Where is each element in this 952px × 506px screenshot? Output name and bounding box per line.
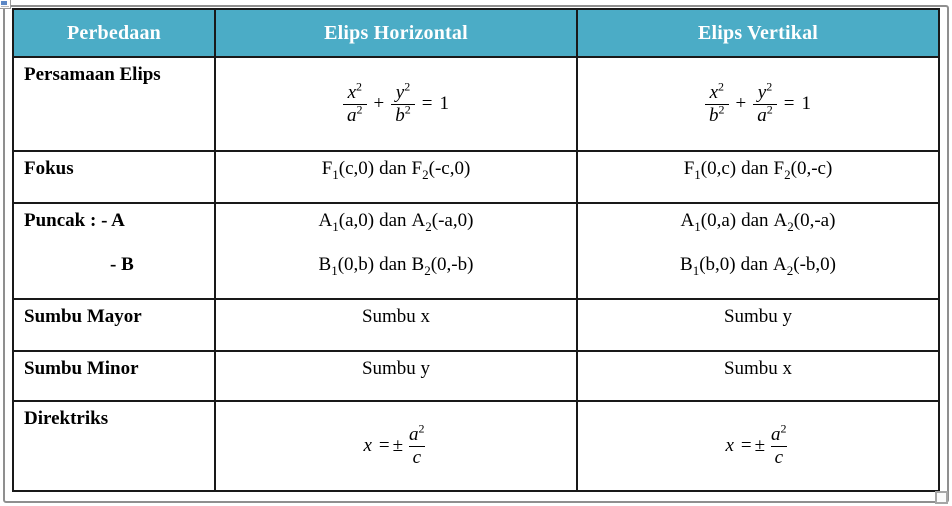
vertex-a-horizontal: A1(a,0) dan A2(-a,0) [318,210,474,234]
icon-blue-fragment [1,1,7,5]
table-row: Persamaan Elips x2 a2 + y2 b2 = 1 x2 [12,56,940,152]
header-elips-vertikal: Elips Vertikal [576,8,940,58]
cell-sumbu-minor-horizontal: Sumbu y [214,350,578,402]
cell-persamaan-horizontal: x2 a2 + y2 b2 = 1 [214,56,578,152]
fraction: y2 a2 [753,80,777,127]
cell-puncak-vertikal: A1(0,a) dan A2(0,-a) B1(b,0) dan A2(-b,0) [576,202,940,300]
cell-fokus-vertikal: F1(0,c) dan F2(0,-c) [576,150,940,204]
row-label-sumbu-minor: Sumbu Minor [12,350,216,402]
vertex-a-vertikal: A1(0,a) dan A2(0,-a) [680,210,836,234]
fraction: y2 b2 [391,80,415,127]
document-fragment-icon [0,0,11,9]
row-label-direktriks: Direktriks [12,400,216,492]
table-row: Puncak : - A - B A1(a,0) dan A2(-a,0) B1(0… [12,202,940,300]
puncak-label-b: - B [110,254,134,275]
row-label-puncak: Puncak : - A - B [12,202,216,300]
puncak-label-a: Puncak : - A [24,210,125,231]
fraction: a2 c [408,421,426,468]
cell-puncak-horizontal: A1(a,0) dan A2(-a,0) B1(0,b) dan B2(0,-b) [214,202,578,300]
cell-sumbu-mayor-horizontal: Sumbu x [214,298,578,352]
icon-stripe [1,6,9,7]
focus-points-vertikal: F1(0,c) dan F2(0,-c) [683,158,833,182]
vertex-b-horizontal: B1(0,b) dan B2(0,-b) [318,254,474,278]
header-elips-horizontal: Elips Horizontal [214,8,578,58]
page-frame [3,5,949,503]
row-label-persamaan: Persamaan Elips [12,56,216,152]
header-perbedaan: Perbedaan [12,8,216,58]
fraction: a2 c [770,421,788,468]
cell-persamaan-vertikal: x2 b2 + y2 a2 = 1 [576,56,940,152]
table-row: Direktriks x = ± a2 c x = ± a2 c [12,400,940,492]
row-label-fokus: Fokus [12,150,216,204]
cell-sumbu-minor-vertikal: Sumbu x [576,350,940,402]
row-label-sumbu-mayor: Sumbu Mayor [12,298,216,352]
table-row: Sumbu Mayor Sumbu x Sumbu y [12,298,940,352]
focus-points-horizontal: F1(c,0) dan F2(-c,0) [321,158,471,182]
cell-direktriks-vertikal: x = ± a2 c [576,400,940,492]
table-resize-handle[interactable] [935,491,948,504]
cell-direktriks-horizontal: x = ± a2 c [214,400,578,492]
vertex-b-vertikal: B1(b,0) dan A2(-b,0) [680,254,836,278]
cell-fokus-horizontal: F1(c,0) dan F2(-c,0) [214,150,578,204]
ellipse-equation-horizontal: x2 a2 + y2 b2 = 1 [343,80,449,127]
directrix-equation-vertikal: x = ± a2 c [725,421,790,469]
ellipse-comparison-table: Perbedaan Elips Horizontal Elips Vertika… [12,8,940,492]
table-row: Sumbu Minor Sumbu y Sumbu x [12,350,940,402]
ellipse-equation-vertikal: x2 b2 + y2 a2 = 1 [705,80,811,127]
directrix-equation-horizontal: x = ± a2 c [363,421,428,469]
cell-sumbu-mayor-vertikal: Sumbu y [576,298,940,352]
fraction: x2 b2 [705,80,729,127]
fraction: x2 a2 [343,80,367,127]
table-header-row: Perbedaan Elips Horizontal Elips Vertika… [12,8,940,58]
table-row: Fokus F1(c,0) dan F2(-c,0) F1(0,c) dan F2(0,… [12,150,940,204]
